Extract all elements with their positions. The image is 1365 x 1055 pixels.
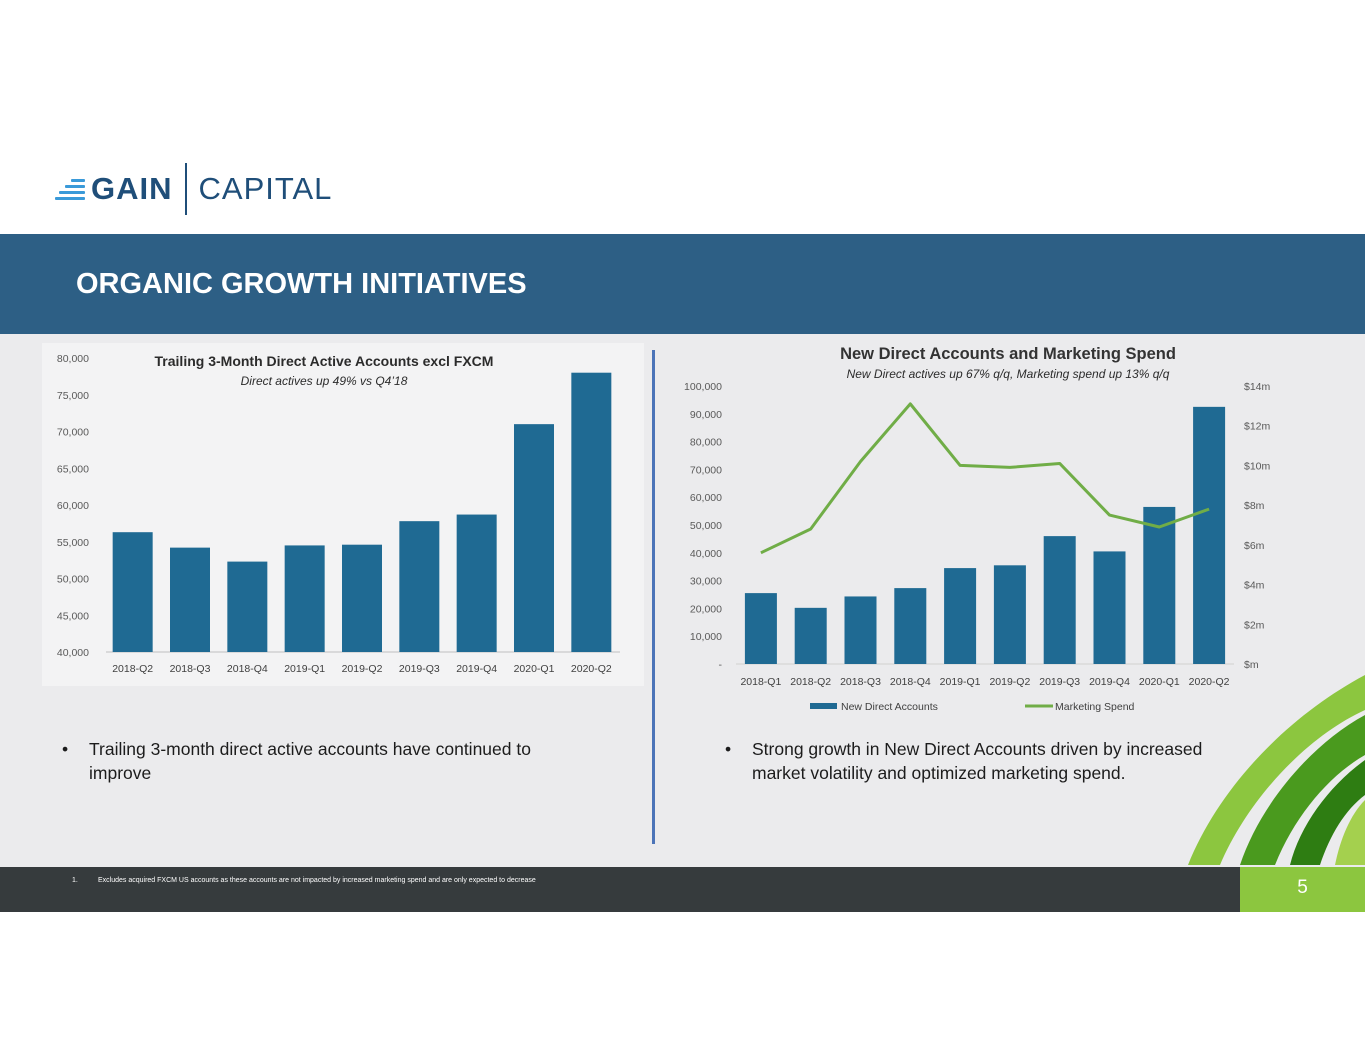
chart1-x-tick-label: 2020-Q2 — [571, 663, 612, 675]
left-bullet: • Trailing 3-month direct active account… — [62, 737, 589, 785]
chart2-left-tick-label: 30,000 — [690, 576, 722, 588]
chart1-y-tick-label: 40,000 — [57, 647, 89, 659]
chart2-x-tick-label: 2019-Q2 — [989, 676, 1030, 688]
chart2-x-tick-label: 2019-Q1 — [940, 676, 981, 688]
chart1-x-tick-label: 2019-Q3 — [399, 663, 440, 675]
right-bullet: • Strong growth in New Direct Accounts d… — [725, 737, 1247, 785]
chart2-right-tick-label: $6m — [1244, 540, 1265, 552]
chart2-left-tick-label: 10,000 — [690, 631, 722, 643]
chart2-x-tick-label: 2019-Q4 — [1089, 676, 1130, 688]
chart2-bar — [1043, 536, 1076, 664]
chart1-bar — [456, 514, 497, 652]
chart2-x-tick-label: 2018-Q2 — [790, 676, 831, 688]
chart2-right-tick-label: $2m — [1244, 619, 1265, 631]
left-bullet-text: Trailing 3-month direct active accounts … — [89, 739, 531, 783]
page-number-box: 5 — [1240, 867, 1365, 912]
chart1-x-tick-label: 2019-Q1 — [284, 663, 325, 675]
logo-gain-text: GAIN — [91, 171, 173, 206]
chart2-x-tick-label: 2020-Q2 — [1189, 676, 1230, 688]
chart1-y-tick-label: 50,000 — [57, 574, 89, 586]
footnote-text: Excludes acquired FXCM US accounts as th… — [98, 877, 536, 884]
chart2-right-tick-label: $12m — [1244, 421, 1271, 433]
chart1-bar — [571, 372, 612, 652]
chart2-right-tick-label: $m — [1244, 659, 1259, 671]
chart2-right-tick-label: $10m — [1244, 460, 1271, 472]
chart1-y-tick-label: 65,000 — [57, 463, 89, 475]
chart2-left-tick-label: 90,000 — [690, 409, 722, 421]
chart2-title: New Direct Accounts and Marketing Spend — [840, 345, 1176, 363]
chart2-bar — [993, 565, 1026, 664]
logo-separator — [184, 163, 187, 215]
chart1-y-tick-label: 80,000 — [57, 353, 89, 365]
chart1-bar — [284, 545, 325, 652]
chart1-y-tick-label: 45,000 — [57, 610, 89, 622]
section-divider — [652, 350, 655, 844]
chart2-left-tick-label: - — [719, 659, 723, 671]
chart1-bar — [342, 544, 382, 652]
footnote-number: 1. — [72, 877, 78, 884]
chart2-left-tick-label: 70,000 — [690, 464, 722, 476]
chart2-left-tick-label: 80,000 — [690, 437, 722, 449]
chart1-y-tick-label: 55,000 — [57, 537, 89, 549]
chart1-x-tick-label: 2018-Q3 — [170, 663, 211, 675]
chart2-left-tick-label: 40,000 — [690, 548, 722, 560]
chart2-x-tick-label: 2018-Q3 — [840, 676, 881, 688]
chart-direct-actives: Trailing 3-Month Direct Active Accounts … — [57, 353, 620, 675]
chart2-bar — [844, 596, 877, 664]
legend-label: Marketing Spend — [1055, 701, 1135, 713]
chart2-x-tick-label: 2020-Q1 — [1139, 676, 1180, 688]
chart2-x-tick-label: 2018-Q1 — [740, 676, 781, 688]
chart2-left-tick-label: 100,000 — [684, 381, 722, 393]
slide: GAIN CAPITAL ORGANIC GROWTH INITIATIVES … — [0, 145, 1365, 912]
bullet-dot-icon: • — [62, 739, 69, 759]
chart2-right-tick-label: $8m — [1244, 500, 1265, 512]
logo-band: GAIN CAPITAL — [0, 145, 1365, 234]
chart2-x-tick-label: 2019-Q3 — [1039, 676, 1080, 688]
chart1-subtitle: Direct actives up 49% vs Q4’18 — [241, 374, 408, 388]
chart1-bar — [514, 424, 554, 652]
chart1-bar — [170, 547, 210, 652]
chart2-left-tick-label: 50,000 — [690, 520, 722, 532]
chart2-bar — [1093, 551, 1126, 664]
chart1-bar — [227, 561, 268, 652]
company-logo: GAIN CAPITAL — [55, 163, 332, 215]
chart2-left-tick-label: 20,000 — [690, 603, 722, 615]
chart2-subtitle: New Direct actives up 67% q/q, Marketing… — [847, 367, 1170, 381]
chart1-x-tick-label: 2020-Q1 — [514, 663, 555, 675]
chart2-bar — [744, 593, 777, 664]
chart1-x-tick-label: 2018-Q4 — [227, 663, 268, 675]
chart1-y-tick-label: 60,000 — [57, 500, 89, 512]
chart2-line-marketing-spend — [760, 402, 1210, 555]
page-number: 5 — [1297, 877, 1308, 898]
chart1-bar — [399, 521, 440, 652]
page-title: ORGANIC GROWTH INITIATIVES — [76, 268, 527, 300]
chart1-y-tick-label: 75,000 — [57, 390, 89, 402]
chart1-title: Trailing 3-Month Direct Active Accounts … — [155, 353, 494, 369]
title-band: ORGANIC GROWTH INITIATIVES — [0, 234, 1365, 334]
right-bullet-text: Strong growth in New Direct Accounts dri… — [752, 739, 1203, 783]
chart1-y-tick-label: 70,000 — [57, 427, 89, 439]
decorative-swoosh-icon — [1188, 675, 1365, 865]
chart-new-accounts-marketing: New Direct Accounts and Marketing Spend N… — [684, 345, 1271, 713]
bullet-dot-icon: • — [725, 739, 732, 759]
chart2-right-tick-label: $14m — [1244, 381, 1271, 393]
logo-capital-text: CAPITAL — [198, 171, 333, 206]
chart2-bar — [794, 607, 827, 664]
chart1-x-tick-label: 2018-Q2 — [112, 663, 153, 675]
legend-label: New Direct Accounts — [841, 701, 938, 713]
chart2-bar — [894, 588, 927, 664]
chart2-bar — [1193, 406, 1226, 664]
chart1-bar — [112, 532, 153, 652]
footer: 1. Excludes acquired FXCM US accounts as… — [0, 867, 1365, 912]
legend-swatch-bar — [810, 703, 837, 709]
chart2-right-tick-label: $4m — [1244, 580, 1265, 592]
chart2-x-tick-label: 2018-Q4 — [890, 676, 931, 688]
chart2-bar — [944, 568, 977, 664]
chart1-x-tick-label: 2019-Q2 — [342, 663, 383, 675]
logo-speed-lines-icon — [55, 178, 85, 200]
chart1-x-tick-label: 2019-Q4 — [456, 663, 497, 675]
chart2-bar — [1143, 506, 1176, 664]
chart2-left-tick-label: 60,000 — [690, 492, 722, 504]
